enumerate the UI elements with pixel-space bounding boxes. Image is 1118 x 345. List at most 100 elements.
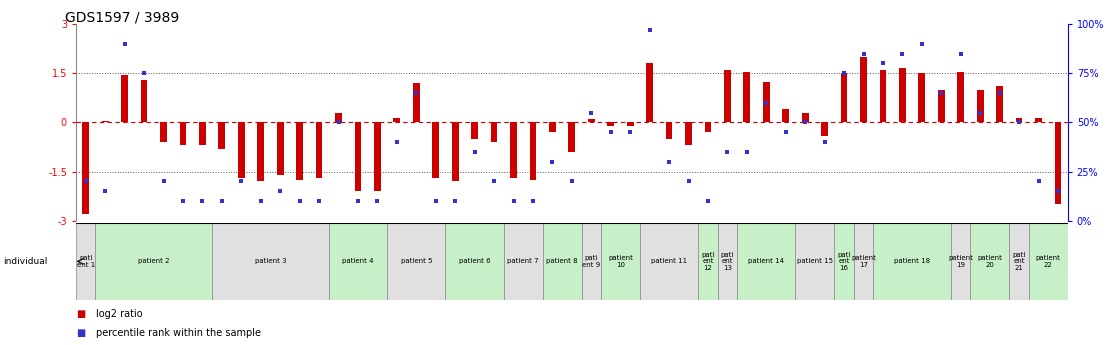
Point xyxy=(193,198,211,204)
Text: GSM38751: GSM38751 xyxy=(842,221,846,253)
Bar xyxy=(762,81,769,122)
Text: GSM38747: GSM38747 xyxy=(764,221,769,253)
Point xyxy=(972,110,989,115)
Bar xyxy=(802,112,808,122)
Bar xyxy=(607,122,614,126)
Bar xyxy=(542,223,581,300)
Text: GSM38739: GSM38739 xyxy=(608,221,614,253)
Point xyxy=(562,179,581,184)
Bar xyxy=(238,122,245,178)
Point xyxy=(854,51,872,56)
Text: GSM38729: GSM38729 xyxy=(414,221,419,253)
Point xyxy=(388,139,406,145)
Text: GSM38744: GSM38744 xyxy=(705,221,710,253)
Point xyxy=(174,198,192,204)
Point xyxy=(330,120,348,125)
Point xyxy=(212,198,230,204)
Bar xyxy=(329,223,387,300)
Point xyxy=(77,179,95,184)
Bar xyxy=(996,87,1003,122)
Bar xyxy=(76,223,95,300)
Point xyxy=(951,51,969,56)
Bar xyxy=(530,122,537,180)
Bar xyxy=(646,63,653,122)
Bar xyxy=(957,72,964,122)
Bar xyxy=(180,122,187,146)
Bar xyxy=(873,223,951,300)
Bar xyxy=(1054,122,1061,204)
Point xyxy=(874,61,892,66)
Text: GSM38713: GSM38713 xyxy=(103,221,107,253)
Text: GSM38721: GSM38721 xyxy=(258,221,263,253)
Point xyxy=(757,100,775,106)
Text: GSM38741: GSM38741 xyxy=(647,221,652,253)
Text: patient
19: patient 19 xyxy=(948,255,973,268)
Text: GSM38727: GSM38727 xyxy=(375,221,380,253)
Text: patient 6: patient 6 xyxy=(458,258,491,264)
Text: GSM38757: GSM38757 xyxy=(958,221,964,253)
Text: GSM38724: GSM38724 xyxy=(316,221,322,253)
Bar xyxy=(568,122,576,152)
Bar xyxy=(627,122,634,126)
Bar xyxy=(335,112,342,122)
Bar xyxy=(1029,223,1068,300)
Text: pati
ent
21: pati ent 21 xyxy=(1013,252,1026,271)
Text: patient 14: patient 14 xyxy=(748,258,785,264)
Bar xyxy=(510,122,517,178)
Bar xyxy=(277,122,284,175)
Bar xyxy=(354,122,361,191)
Bar xyxy=(212,223,329,300)
Bar xyxy=(581,223,601,300)
Point xyxy=(1011,120,1029,125)
Text: GSM38716: GSM38716 xyxy=(161,221,167,253)
Text: patient
20: patient 20 xyxy=(977,255,1003,268)
Bar xyxy=(724,70,731,122)
Bar xyxy=(102,121,108,122)
Text: GSM38746: GSM38746 xyxy=(745,221,749,253)
Text: GSM38750: GSM38750 xyxy=(822,221,827,253)
Text: GSM38728: GSM38728 xyxy=(395,221,399,253)
Text: GSM38745: GSM38745 xyxy=(724,221,730,253)
Point xyxy=(601,129,619,135)
Point xyxy=(893,51,911,56)
Text: GSM38738: GSM38738 xyxy=(589,221,594,253)
Bar xyxy=(841,73,847,122)
Point xyxy=(427,198,445,204)
Text: log2 ratio: log2 ratio xyxy=(96,309,143,319)
Point xyxy=(1049,188,1067,194)
Bar xyxy=(95,223,212,300)
Text: GSM38737: GSM38737 xyxy=(569,221,575,253)
Bar xyxy=(433,122,439,178)
Text: patient
22: patient 22 xyxy=(1035,255,1061,268)
Point xyxy=(504,198,522,204)
Bar xyxy=(899,68,906,122)
Bar xyxy=(919,73,926,122)
Point xyxy=(369,198,387,204)
Point xyxy=(622,129,639,135)
Text: GSM38714: GSM38714 xyxy=(122,221,127,253)
Point xyxy=(932,90,950,96)
Text: GSM38722: GSM38722 xyxy=(277,221,283,253)
Text: GSM38761: GSM38761 xyxy=(1036,221,1041,253)
Text: GSM38720: GSM38720 xyxy=(239,221,244,253)
Text: GSM38734: GSM38734 xyxy=(511,221,517,253)
Text: patient 4: patient 4 xyxy=(342,258,373,264)
Bar xyxy=(218,122,225,149)
Bar xyxy=(699,223,718,300)
Bar xyxy=(665,122,673,139)
Text: GDS1597 / 3989: GDS1597 / 3989 xyxy=(65,10,179,24)
Bar xyxy=(951,223,970,300)
Point xyxy=(543,159,561,165)
Text: pati
ent
16: pati ent 16 xyxy=(837,252,851,271)
Text: GSM38754: GSM38754 xyxy=(900,221,904,253)
Text: GSM38755: GSM38755 xyxy=(919,221,925,253)
Point xyxy=(291,198,309,204)
Point xyxy=(777,129,795,135)
Text: pati
ent 1: pati ent 1 xyxy=(77,255,95,268)
Text: GSM38736: GSM38736 xyxy=(550,221,555,253)
Text: patient 7: patient 7 xyxy=(508,258,539,264)
Text: GSM38756: GSM38756 xyxy=(939,221,944,253)
Bar xyxy=(1010,223,1029,300)
Bar xyxy=(375,122,381,191)
Text: patient 8: patient 8 xyxy=(547,258,578,264)
